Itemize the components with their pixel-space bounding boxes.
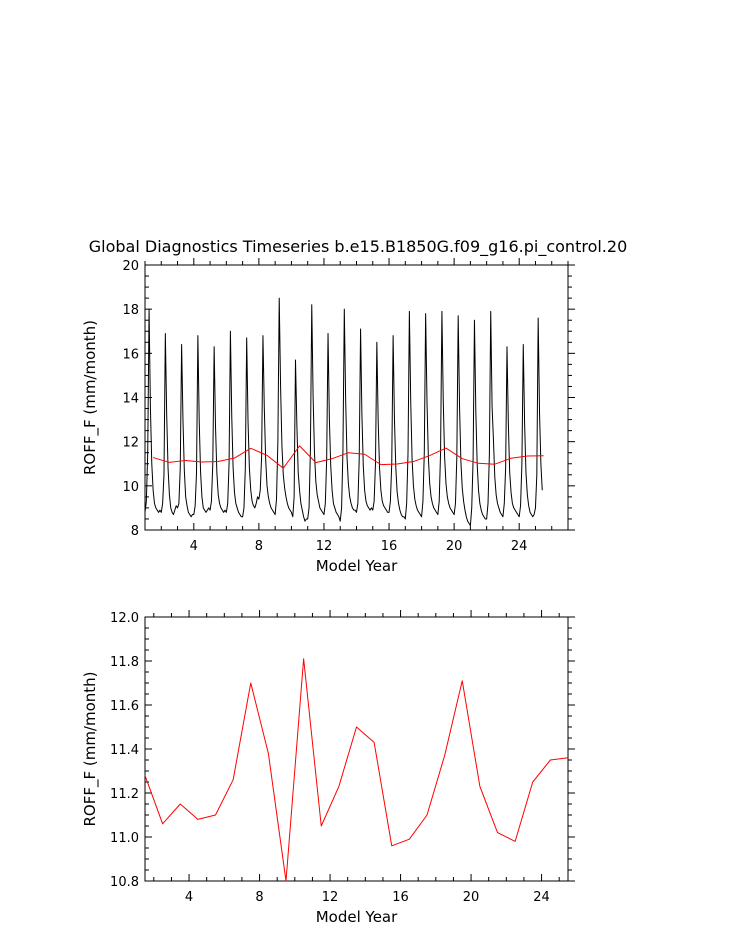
x-tick-label: 8 — [255, 890, 263, 905]
annual-mean-line — [144, 658, 569, 882]
monthly-line — [144, 297, 543, 527]
x-tick-label: 16 — [381, 539, 398, 554]
x-tick-label: 16 — [392, 890, 409, 905]
x-tick-label: 24 — [511, 539, 528, 554]
x-tick-label: 4 — [185, 890, 193, 905]
y-tick-label: 11.0 — [110, 831, 139, 846]
bottom-panel: 4 8 12 16 20 24 10.8 11.0 11.2 11.4 11.6 11.8 12.0 Mo… — [81, 610, 575, 926]
y-axis-label: ROFF_F (mm/month) — [81, 671, 100, 826]
plot-frame — [144, 616, 569, 882]
y-tick-label: 10 — [122, 480, 139, 495]
x-tick-label: 12 — [316, 539, 333, 554]
x-tick-label: 24 — [533, 890, 550, 905]
y-tick-label: 11.8 — [110, 655, 139, 670]
x-tick-label: 20 — [463, 890, 480, 905]
y-axis-label: ROFF_F (mm/month) — [81, 320, 100, 475]
x-axis-label: Model Year — [316, 908, 398, 926]
x-tick-label: 20 — [446, 539, 463, 554]
x-tick-label: 12 — [322, 890, 339, 905]
y-tick-label: 11.6 — [110, 699, 139, 714]
annual-mean-line — [152, 445, 544, 469]
y-tick-label: 16 — [122, 347, 139, 362]
x-tick-label: 4 — [190, 539, 198, 554]
x-tick-label: 8 — [255, 539, 263, 554]
y-tick-label: 12.0 — [110, 611, 139, 626]
y-tick-label: 11.2 — [110, 787, 139, 802]
y-tick-label: 8 — [131, 524, 139, 539]
top-panel: 4 8 12 16 20 24 8 10 12 14 16 18 20 Model Year ROFF_F … — [81, 258, 575, 575]
y-tick-label: 11.4 — [110, 743, 139, 758]
y-tick-label: 10.8 — [110, 875, 139, 890]
y-tick-label: 14 — [122, 392, 139, 407]
y-tick-label: 12 — [122, 436, 139, 451]
x-axis-label: Model Year — [316, 557, 398, 575]
y-tick-label: 18 — [122, 303, 139, 318]
chart-title: Global Diagnostics Timeseries b.e15.B185… — [89, 237, 628, 257]
y-tick-label: 20 — [122, 259, 139, 274]
